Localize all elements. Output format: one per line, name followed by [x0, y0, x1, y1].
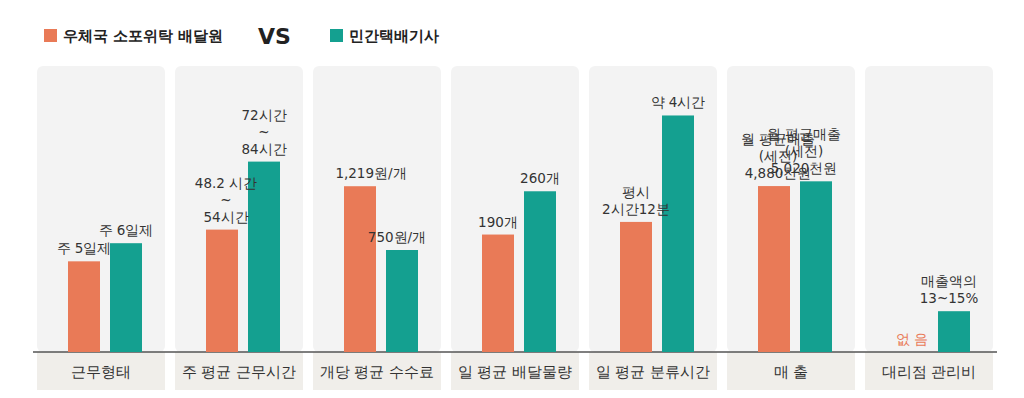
panel-bg	[865, 66, 993, 352]
legend-label: 우체국 소포위탁 배달원	[63, 27, 223, 45]
data-label: 주 6일제	[99, 222, 154, 238]
panel-bg	[175, 66, 303, 352]
panel-footer	[37, 352, 165, 390]
panel-footer	[313, 352, 441, 390]
bar	[800, 181, 832, 352]
bar	[482, 235, 514, 352]
panel-title: 매 출	[774, 363, 809, 381]
panel-title: 개당 평균 수수료	[320, 363, 435, 381]
bars	[758, 181, 832, 352]
data-label: 평시2시간12분	[602, 184, 670, 217]
panel-footer	[589, 352, 717, 390]
panel-bg	[589, 66, 717, 352]
panel-bg	[727, 66, 855, 352]
bar	[386, 250, 418, 352]
panel-title: 주 평균 근무시간	[182, 363, 297, 381]
legend-swatch	[330, 29, 343, 42]
bar	[620, 222, 652, 352]
bar	[344, 186, 376, 352]
data-label: 72시간~84시간	[241, 107, 286, 157]
data-label: 1,219원/개	[335, 165, 406, 181]
bars	[620, 115, 694, 352]
bar	[110, 243, 142, 352]
panel-title: 일 평균 배달물량	[458, 363, 573, 381]
data-label: 190개	[478, 214, 518, 230]
panel-footer	[727, 352, 855, 390]
baseline	[33, 351, 997, 353]
data-label: 260개	[520, 170, 560, 186]
bars	[344, 186, 418, 352]
bar	[758, 186, 790, 352]
bars	[938, 311, 970, 352]
legend-label: 민간택배기사	[349, 27, 439, 45]
legend-swatch	[44, 29, 57, 42]
data-label: 주 5일제	[57, 240, 112, 256]
panel-bg	[313, 66, 441, 352]
bar	[662, 115, 694, 352]
infographic: 우체국 소포위탁 배달원 민간택배기사 VS 주 5일제 주 6일제근무형태 48.2 시…	[0, 0, 1024, 398]
bar	[896, 352, 928, 353]
panel-footer	[175, 352, 303, 390]
bar	[938, 311, 970, 352]
panel-bg	[451, 66, 579, 352]
data-label: 매출액의13~15%	[920, 273, 979, 306]
data-label: 없 음	[896, 331, 928, 347]
data-label: 약 4시간	[651, 94, 706, 110]
panel-bg	[37, 66, 165, 352]
data-label: 월 평균매출(세전)5,020천원	[767, 126, 841, 176]
data-label: 750원/개	[368, 229, 426, 245]
bar	[524, 191, 556, 352]
panel-title: 대리점 관리비	[882, 363, 977, 381]
panel-footer	[451, 352, 579, 390]
panel-title: 일 평균 분류시간	[596, 363, 711, 381]
vs-label: VS	[258, 24, 291, 49]
panel-title: 근무형태	[71, 363, 131, 381]
bar	[206, 230, 238, 352]
panel-footer	[865, 352, 993, 390]
data-label: 48.2 시간~54시간	[195, 175, 257, 225]
bar	[68, 261, 100, 352]
bars	[68, 243, 142, 352]
